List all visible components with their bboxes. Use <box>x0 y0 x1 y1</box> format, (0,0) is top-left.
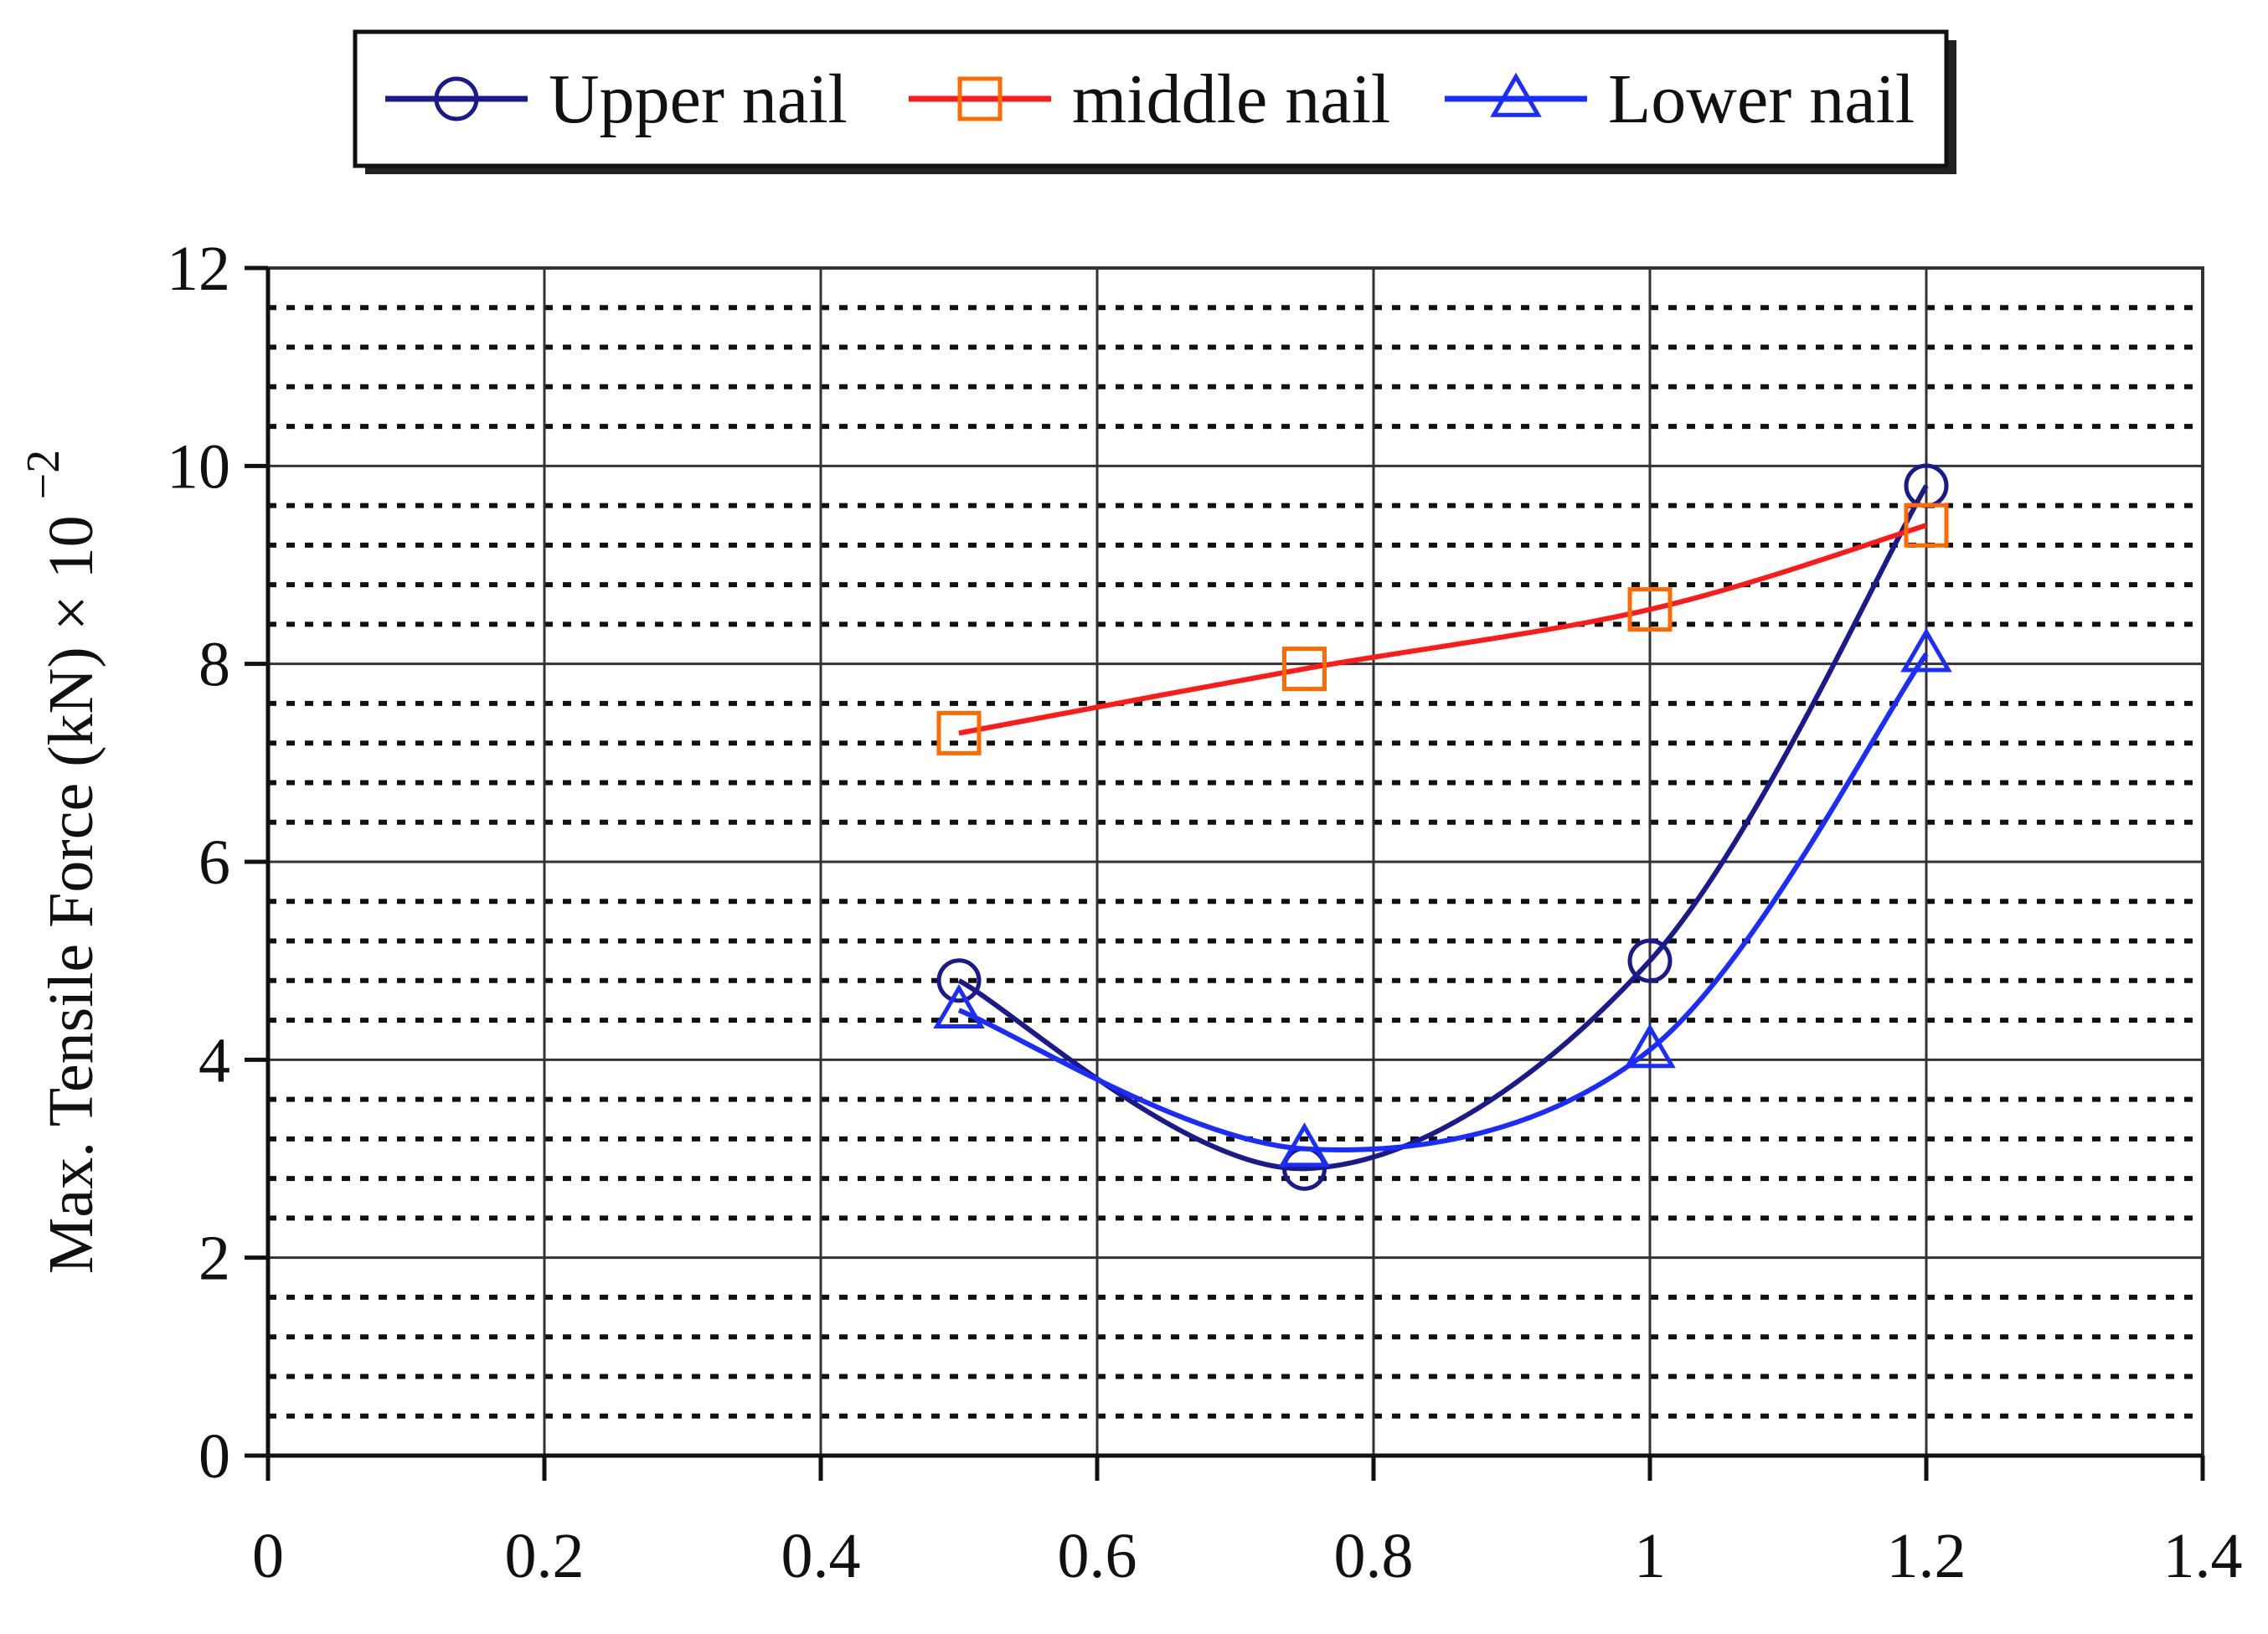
y-axis: 0 2 4 6 8 10 12 <box>167 234 271 1492</box>
data-point-square <box>1282 647 1327 692</box>
data-point-square <box>1904 503 1949 548</box>
x-tick-label: 1.2 <box>1887 1521 1966 1591</box>
x-tick-label: 1 <box>1634 1521 1666 1591</box>
series-line <box>957 652 1929 1152</box>
y-tick-label: 12 <box>167 234 230 304</box>
series-triangle <box>933 627 1952 1168</box>
data-point-square <box>1627 587 1673 632</box>
x-tick-label: 0.6 <box>1058 1521 1137 1591</box>
x-ticks: 0 0.2 0.4 0.6 0.8 1 1.2 1.4 <box>252 1456 2243 1591</box>
series-circle <box>936 463 1949 1191</box>
series-square <box>936 503 1949 755</box>
data-point-square <box>936 710 982 755</box>
legend-marker-triangle <box>1490 72 1542 117</box>
data-point-circle <box>936 958 982 1003</box>
legend-items: Upper nail middle nail Lower nail <box>385 60 1915 138</box>
legend-marker-circle <box>434 76 479 121</box>
legend: Upper nail middle nail Lower nail <box>353 29 1956 174</box>
legend-label: middle nail <box>1072 60 1390 138</box>
x-tick-label: 0.8 <box>1334 1521 1414 1591</box>
y-tick-label: 6 <box>198 827 230 898</box>
legend-label: Upper nail <box>549 60 848 138</box>
y-tick-label: 2 <box>198 1224 230 1294</box>
legend-entry: Upper nail <box>385 60 848 138</box>
legend-label: Lower nail <box>1608 60 1915 138</box>
data-point-triangle <box>1278 1122 1331 1168</box>
y-tick-label: 10 <box>167 431 230 502</box>
plot-area <box>266 266 2204 1457</box>
series-line <box>958 523 1927 736</box>
y-tick-label: 8 <box>198 630 230 700</box>
legend-box <box>353 29 1949 168</box>
x-tick-label: 0.2 <box>505 1521 585 1591</box>
x-tick-label: 0.4 <box>781 1521 861 1591</box>
data-point-triangle <box>933 983 985 1028</box>
y-axis-title: Max. Tensile Force (kN) × 10 −2 <box>18 450 106 1274</box>
data-point-triangle <box>1900 627 1952 673</box>
x-tick-label: 0 <box>252 1521 284 1591</box>
y-tick-label: 4 <box>198 1025 230 1095</box>
x-axis: 0 0.2 0.4 0.6 0.8 1 1.2 1.4 <box>252 1453 2243 1591</box>
y-axis-title-text: Max. Tensile Force (kN) × 10 <box>36 515 106 1274</box>
y-tick-label: 0 <box>198 1421 230 1492</box>
data-point-circle <box>1627 938 1673 983</box>
legend-entry: Lower nail <box>1445 60 1915 138</box>
legend-marker-square <box>957 76 1003 121</box>
y-ticks: 0 2 4 6 8 10 12 <box>167 234 268 1492</box>
series-layer <box>933 463 1952 1191</box>
x-tick-label: 1.4 <box>2163 1521 2243 1591</box>
legend-entry: middle nail <box>909 60 1390 138</box>
data-point-triangle <box>1624 1023 1676 1069</box>
y-axis-title-exponent: −2 <box>18 450 70 500</box>
series-line <box>957 484 1929 1172</box>
